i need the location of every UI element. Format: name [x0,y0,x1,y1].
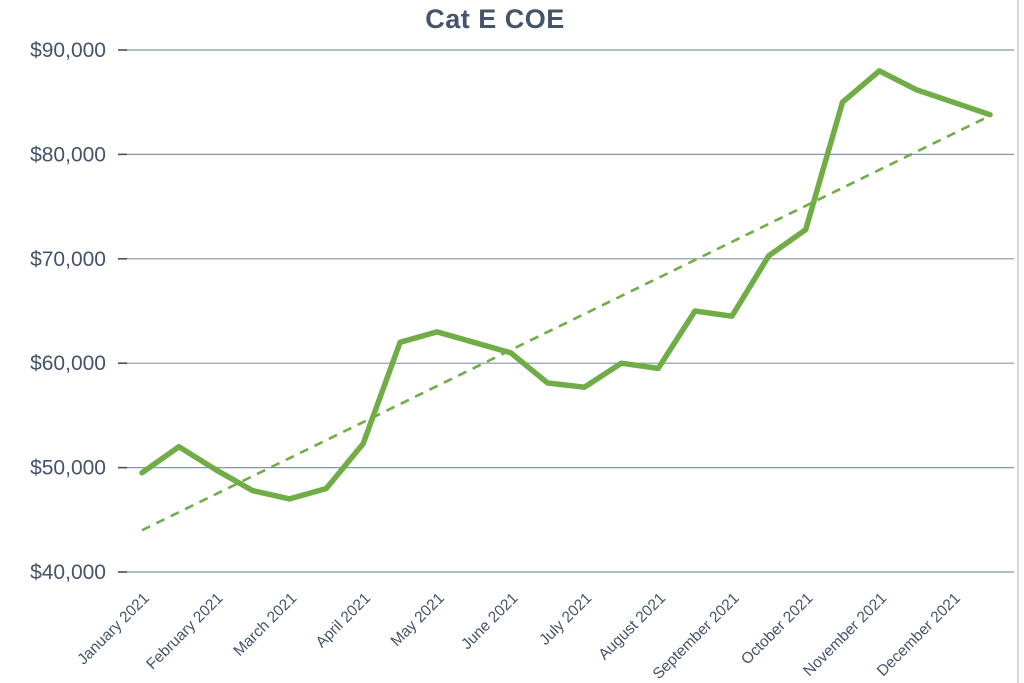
x-axis-label: May 2021 [388,590,448,650]
y-axis-label: $70,000 [30,248,106,271]
series-line [139,68,993,502]
y-axis-label: $60,000 [30,352,106,375]
x-axis-label: June 2021 [458,590,521,653]
x-axis-label: July 2021 [536,590,595,649]
x-axis-label: April 2021 [313,590,374,651]
y-axis-label: $90,000 [30,39,106,62]
y-axis-label: $40,000 [30,561,106,584]
x-axis-label: March 2021 [230,590,300,660]
x-axis-label: January 2021 [74,590,152,668]
chart-title: Cat E COE [425,4,565,34]
x-axis-label: February 2021 [143,590,226,673]
trendline [141,114,991,532]
y-axis-label: $80,000 [30,143,106,166]
x-axis-label: October 2021 [738,590,816,668]
x-axis-label: August 2021 [595,590,669,664]
y-axis: $90,000 $80,000 $70,000 $60,000 $50,000 $40,0… [30,39,1014,584]
y-axis-label: $50,000 [30,457,106,480]
